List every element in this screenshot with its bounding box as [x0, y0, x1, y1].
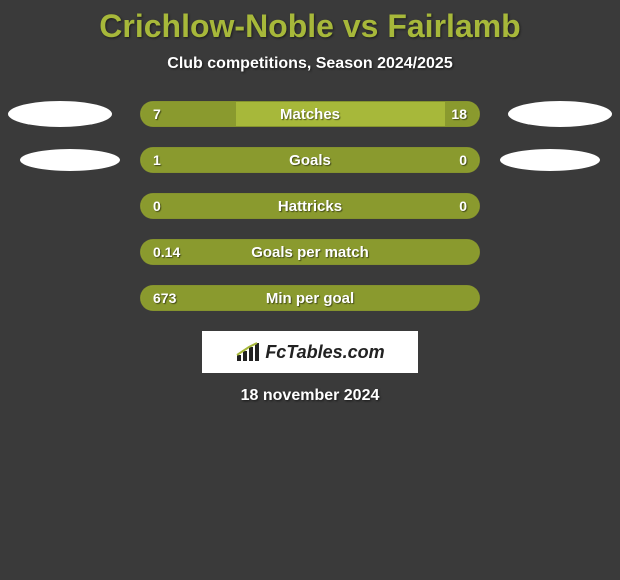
stat-value-right: 0: [459, 194, 467, 218]
stat-row: Min per goal673: [0, 285, 620, 311]
bars-icon: [235, 341, 261, 363]
player-marker-left: [8, 101, 112, 127]
stat-label: Matches: [141, 102, 479, 126]
stat-value-left: 0.14: [153, 240, 180, 264]
stat-value-left: 0: [153, 194, 161, 218]
stat-bar: Min per goal673: [140, 285, 480, 311]
stat-label: Goals per match: [141, 240, 479, 264]
player-marker-right: [500, 149, 600, 171]
stat-value-left: 7: [153, 102, 161, 126]
stat-row: Goals1 0: [0, 147, 620, 173]
stat-value-left: 673: [153, 286, 176, 310]
stat-bar: Goals per match0.14: [140, 239, 480, 265]
stat-bar: Matches7 18: [140, 101, 480, 127]
player-marker-left: [20, 149, 120, 171]
page-title: Crichlow-Noble vs Fairlamb: [0, 8, 620, 45]
stat-bar: Hattricks0 0: [140, 193, 480, 219]
stat-label: Min per goal: [141, 286, 479, 310]
stat-label: Hattricks: [141, 194, 479, 218]
stat-row: Goals per match0.14: [0, 239, 620, 265]
logo-box: FcTables.com: [202, 331, 418, 373]
stat-label: Goals: [141, 148, 479, 172]
stat-value-left: 1: [153, 148, 161, 172]
stat-row: Matches7 18: [0, 101, 620, 127]
logo-text: FcTables.com: [265, 342, 384, 363]
subtitle: Club competitions, Season 2024/2025: [0, 55, 620, 73]
player-marker-right: [508, 101, 612, 127]
stat-bar: Goals1 0: [140, 147, 480, 173]
stat-value-right: 18: [451, 102, 467, 126]
stat-rows: Matches718Goals10Hattricks00Goals per ma…: [0, 101, 620, 311]
date-line: 18 november 2024: [0, 387, 620, 405]
stat-value-right: 0: [459, 148, 467, 172]
stat-row: Hattricks0 0: [0, 193, 620, 219]
comparison-card: Crichlow-Noble vs Fairlamb Club competit…: [0, 0, 620, 405]
